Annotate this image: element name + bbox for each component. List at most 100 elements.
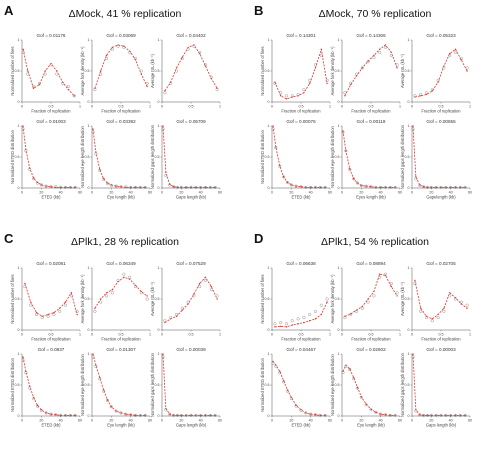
x-tick-label: 1 [329, 333, 331, 337]
data-point [308, 312, 312, 317]
sim-point [123, 276, 125, 278]
sim-point [419, 184, 421, 186]
sim-point [326, 301, 328, 303]
x-tick-label: 20 [429, 191, 433, 195]
data-point [389, 281, 393, 286]
data-point [389, 53, 393, 58]
data-point [360, 306, 364, 310]
y-axis-label: Normalized eye length distribution [330, 125, 335, 187]
sim-point [190, 186, 192, 189]
y-tick-label: 1 [408, 38, 410, 42]
subplot: Gof = 0.00003 0 20 40 60 0 0.5 1 Gaps length (kb… [400, 347, 472, 428]
data-point [304, 185, 308, 189]
sim-point [129, 414, 132, 416]
gof-label: Gof = 0.14306 [356, 33, 386, 38]
subplot: Gof = 0.02081 0 0.5 1 0 0.5 1 Fraction of repli… [10, 261, 81, 342]
data-point [143, 413, 147, 417]
y-tick-label: 1 [158, 352, 160, 356]
data-point [91, 355, 95, 359]
sim-point [105, 54, 108, 57]
gof-label: Gof = 0.01307 [106, 347, 136, 352]
subplot: Gof = 0.03069 0 0.5 1 0 0.5 1 Fraction of repli… [80, 33, 151, 114]
sim-point [110, 406, 113, 408]
data-point [354, 309, 359, 313]
sim-point [169, 413, 171, 415]
y-tick-label: 1 [408, 124, 410, 128]
x-tick-label: 40 [59, 191, 63, 195]
y-tick-label: 1 [268, 124, 270, 128]
data-point [393, 185, 397, 189]
data-point [161, 355, 165, 359]
data-point [343, 91, 347, 95]
data-point [369, 185, 373, 189]
data-point [124, 412, 128, 416]
x-tick-label: 60 [218, 191, 222, 195]
data-point [172, 413, 176, 417]
sim-point [430, 186, 433, 189]
y-tick-label: 1 [268, 352, 270, 356]
sim-point [70, 292, 73, 294]
sim-point [422, 414, 425, 417]
data-point [424, 91, 429, 95]
y-tick-label: 0 [408, 328, 410, 332]
x-tick-label: 0.5 [49, 105, 54, 109]
data-point [52, 312, 56, 317]
data-point [49, 63, 53, 67]
data-point [44, 411, 48, 415]
y-tick-label: 0.5 [335, 297, 340, 301]
sim-point [435, 186, 437, 189]
sim-point [367, 298, 369, 300]
gof-label: Gof = 0.00003 [426, 347, 456, 352]
sim-point [187, 46, 189, 49]
x-axis-label: Fraction of replication [31, 109, 71, 114]
y-tick-label: 0 [158, 328, 160, 332]
sim-point [464, 414, 466, 417]
sim-point [209, 414, 212, 417]
sim-point [379, 48, 381, 50]
y-axis-label: Normalized gaps length distribution [400, 124, 405, 189]
x-axis-label: Fraction of replication [351, 337, 391, 342]
data-point [343, 316, 347, 320]
x-tick-label: 0 [21, 105, 23, 109]
sim-point [396, 67, 398, 69]
data-point [419, 309, 423, 313]
data-point [364, 403, 368, 407]
sim-series-line [22, 125, 76, 188]
sim-point [326, 82, 328, 85]
data-point [395, 63, 399, 67]
sim-point [125, 186, 127, 189]
sim-point [129, 186, 132, 189]
sim-point [390, 285, 392, 288]
sim-point [164, 90, 166, 92]
sim-point [459, 186, 462, 189]
data-point [213, 413, 217, 417]
x-tick-label: 20 [39, 419, 43, 423]
data-point [411, 355, 415, 359]
data-point [383, 272, 388, 276]
sim-point [464, 186, 466, 189]
x-tick-label: 40 [129, 419, 133, 423]
x-tick-label: 40 [199, 419, 203, 423]
sim-point [175, 315, 178, 318]
sim-series-line [414, 280, 468, 320]
x-tick-label: 0 [161, 333, 163, 337]
y-axis-label: Normalized number of fires [10, 274, 15, 323]
data-point [184, 185, 188, 189]
sim-point [373, 290, 375, 293]
data-point [313, 63, 318, 67]
x-tick-label: 1 [399, 333, 401, 337]
data-point [430, 319, 434, 323]
sim-point [176, 186, 179, 189]
sim-point [185, 414, 187, 417]
y-tick-label: 1 [18, 124, 20, 128]
subplot: Gof = 0.14306 0 0.5 1 0 0.5 1 Fraction of repli… [330, 33, 401, 114]
x-axis-label: Eye length (kb) [107, 423, 135, 428]
sim-point [22, 356, 24, 358]
x-tick-label: 0 [411, 105, 413, 109]
sim-point [204, 186, 207, 189]
data-point [439, 413, 443, 417]
data-point [355, 181, 359, 185]
x-tick-label: 60 [218, 419, 222, 423]
sim-point [164, 321, 166, 324]
data-point [161, 127, 165, 131]
